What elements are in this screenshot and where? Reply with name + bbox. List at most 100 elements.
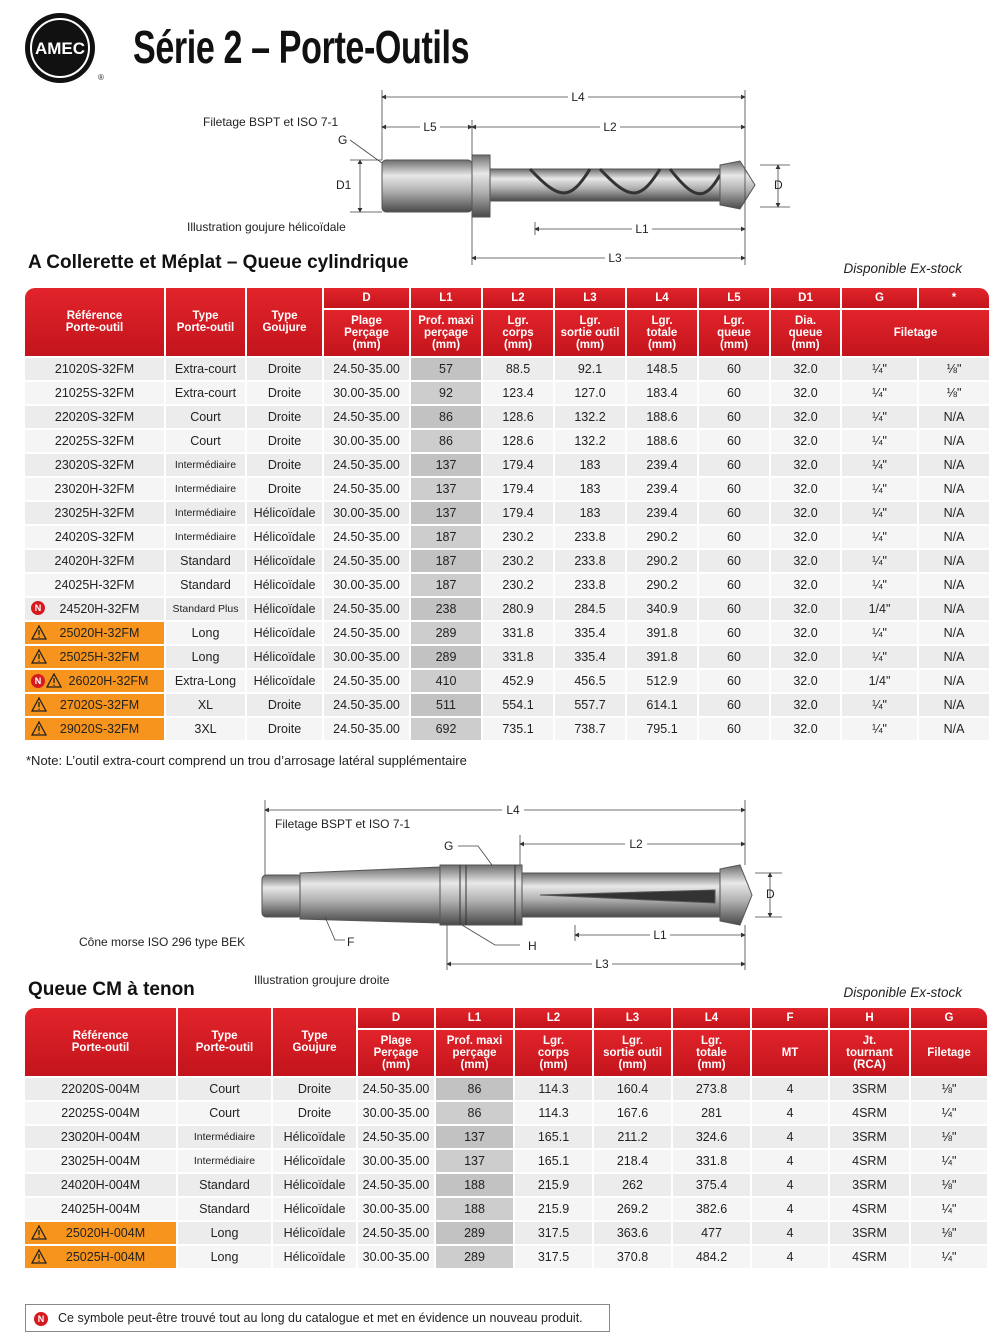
- cell-text: Intermédiaire: [174, 483, 237, 495]
- availability: Disponible Ex-stock: [843, 261, 962, 276]
- cell-text: Hélicoïdale: [283, 1178, 346, 1192]
- table-cell: 3SRM: [830, 1174, 909, 1196]
- table-cell: ⅛": [911, 1126, 987, 1148]
- table-cell: 30.00-35.00: [324, 382, 409, 404]
- cell-text: 25020H-32FM: [59, 626, 140, 640]
- collar: [471, 154, 491, 218]
- cell-text: N/A: [943, 506, 965, 520]
- cell-text: 187: [435, 578, 457, 592]
- table-cell: 60: [699, 694, 769, 716]
- table-cell: 60: [699, 574, 769, 596]
- table-cell: Hélicoïdale: [247, 622, 322, 644]
- cell-text: 188: [464, 1202, 485, 1216]
- table-cell: ¼": [842, 574, 917, 596]
- cell-text: 167.6: [616, 1106, 649, 1120]
- cell-text: 4SRM: [852, 1154, 887, 1168]
- table-cell: 32.0: [771, 502, 840, 524]
- cell-text: Droite: [267, 362, 302, 376]
- warning-icon: [31, 1249, 47, 1264]
- cell-text: Court: [209, 1082, 240, 1096]
- table-cell: ¼": [911, 1150, 987, 1172]
- table-cell: 92: [411, 382, 481, 404]
- table-row: N 26020H-32FM Extra-Long Hélicoïdale 24.50-3…: [25, 670, 989, 692]
- table-cell: Hélicoïdale: [247, 550, 322, 572]
- table-cell: 233.8: [555, 574, 625, 596]
- label-d: D: [774, 178, 783, 192]
- cell-text: 24.50-35.00: [333, 482, 400, 496]
- table-cell: N/A: [919, 670, 989, 692]
- cell-text: 363.6: [616, 1226, 649, 1240]
- warning-shape: [31, 1225, 47, 1240]
- table-cell: 114.3: [515, 1078, 592, 1100]
- cell-text: Droite: [297, 1082, 332, 1096]
- reference-cell: 27020S-32FM: [25, 694, 164, 716]
- shank: [381, 159, 473, 213]
- table-cell: 391.8: [627, 622, 697, 644]
- table-cell: N/A: [919, 550, 989, 572]
- row-badges: [31, 721, 47, 736]
- cell-text: 3SRM: [852, 1130, 887, 1144]
- cell-text: 4SRM: [852, 1202, 887, 1216]
- table-cell: 4SRM: [830, 1102, 909, 1124]
- table-cell: 24.50-35.00: [358, 1078, 434, 1100]
- cell-text: 290.2: [646, 578, 678, 592]
- cell-text: 4: [786, 1082, 794, 1096]
- table-cell: 230.2: [483, 574, 553, 596]
- collar: [439, 864, 523, 926]
- table-cell: 60: [699, 358, 769, 380]
- table-cell: 137: [436, 1126, 513, 1148]
- reference-cell: 22025S-32FM: [25, 430, 164, 452]
- row-badges: [31, 697, 47, 712]
- table-cell: N/A: [919, 694, 989, 716]
- label-f: F: [347, 935, 354, 949]
- table-cell: 165.1: [515, 1150, 592, 1172]
- cell-text: 30.00-35.00: [362, 1106, 430, 1120]
- table-cell: N/A: [919, 430, 989, 452]
- label-l4: L4: [571, 90, 585, 104]
- cell-text: 1/4": [868, 602, 891, 616]
- cell-text: XL: [197, 698, 214, 712]
- table-cell: 262: [594, 1174, 671, 1196]
- table-cell: Droite: [273, 1102, 356, 1124]
- cell-text: 148.5: [646, 362, 678, 376]
- warning-icon: [31, 697, 47, 712]
- table-cell: Court: [178, 1078, 271, 1100]
- cell-text: 375.4: [695, 1178, 728, 1192]
- cell-text: 86: [467, 1082, 482, 1096]
- table-cell: 239.4: [627, 454, 697, 476]
- warning-shape: [31, 649, 47, 664]
- cell-text: 183: [579, 458, 601, 472]
- header-code: L2: [515, 1008, 592, 1028]
- cell-text: ¼": [872, 626, 887, 640]
- cell-text: 30.00-35.00: [333, 650, 400, 664]
- cell-text: 123.4: [502, 386, 534, 400]
- cell-text: 233.8: [574, 578, 606, 592]
- table-cell: 239.4: [627, 478, 697, 500]
- head: [719, 864, 753, 926]
- cell-text: 262: [622, 1178, 643, 1192]
- cell-text: 32.0: [793, 602, 818, 616]
- table-cell: 289: [411, 646, 481, 668]
- table-row: 25025H-32FM Long Hélicoïdale 30.00-35.00 289…: [25, 646, 989, 668]
- cell-text: 370.8: [616, 1250, 649, 1264]
- cell-text: 32.0: [793, 674, 818, 688]
- warning-shape: [31, 1249, 47, 1264]
- cell-text: 23025H-32FM: [54, 506, 135, 520]
- table-row: 23020H-004M Intermédiaire Hélicoïdale 24.50…: [25, 1126, 987, 1148]
- cell-text: 289: [435, 650, 457, 664]
- cell-text: Droite: [267, 458, 302, 472]
- table-cell: Hélicoïdale: [247, 526, 322, 548]
- table-cell: ¼": [842, 382, 917, 404]
- table-cell: Standard Plus: [166, 598, 245, 620]
- header-cell: Jt. tournant (RCA): [830, 1030, 909, 1076]
- table-cell: 86: [411, 406, 481, 428]
- label-bg: [625, 837, 647, 851]
- cell-text: Court: [190, 434, 221, 448]
- cell-text: 32.0: [793, 578, 818, 592]
- cell-text: 511: [436, 698, 456, 712]
- cell-text: 324.6: [695, 1130, 728, 1144]
- reference-cell: 22020S-004M: [25, 1078, 176, 1100]
- table-cell: 32.0: [771, 358, 840, 380]
- table-cell: Hélicoïdale: [273, 1246, 356, 1268]
- table-cell: ¼": [842, 406, 917, 428]
